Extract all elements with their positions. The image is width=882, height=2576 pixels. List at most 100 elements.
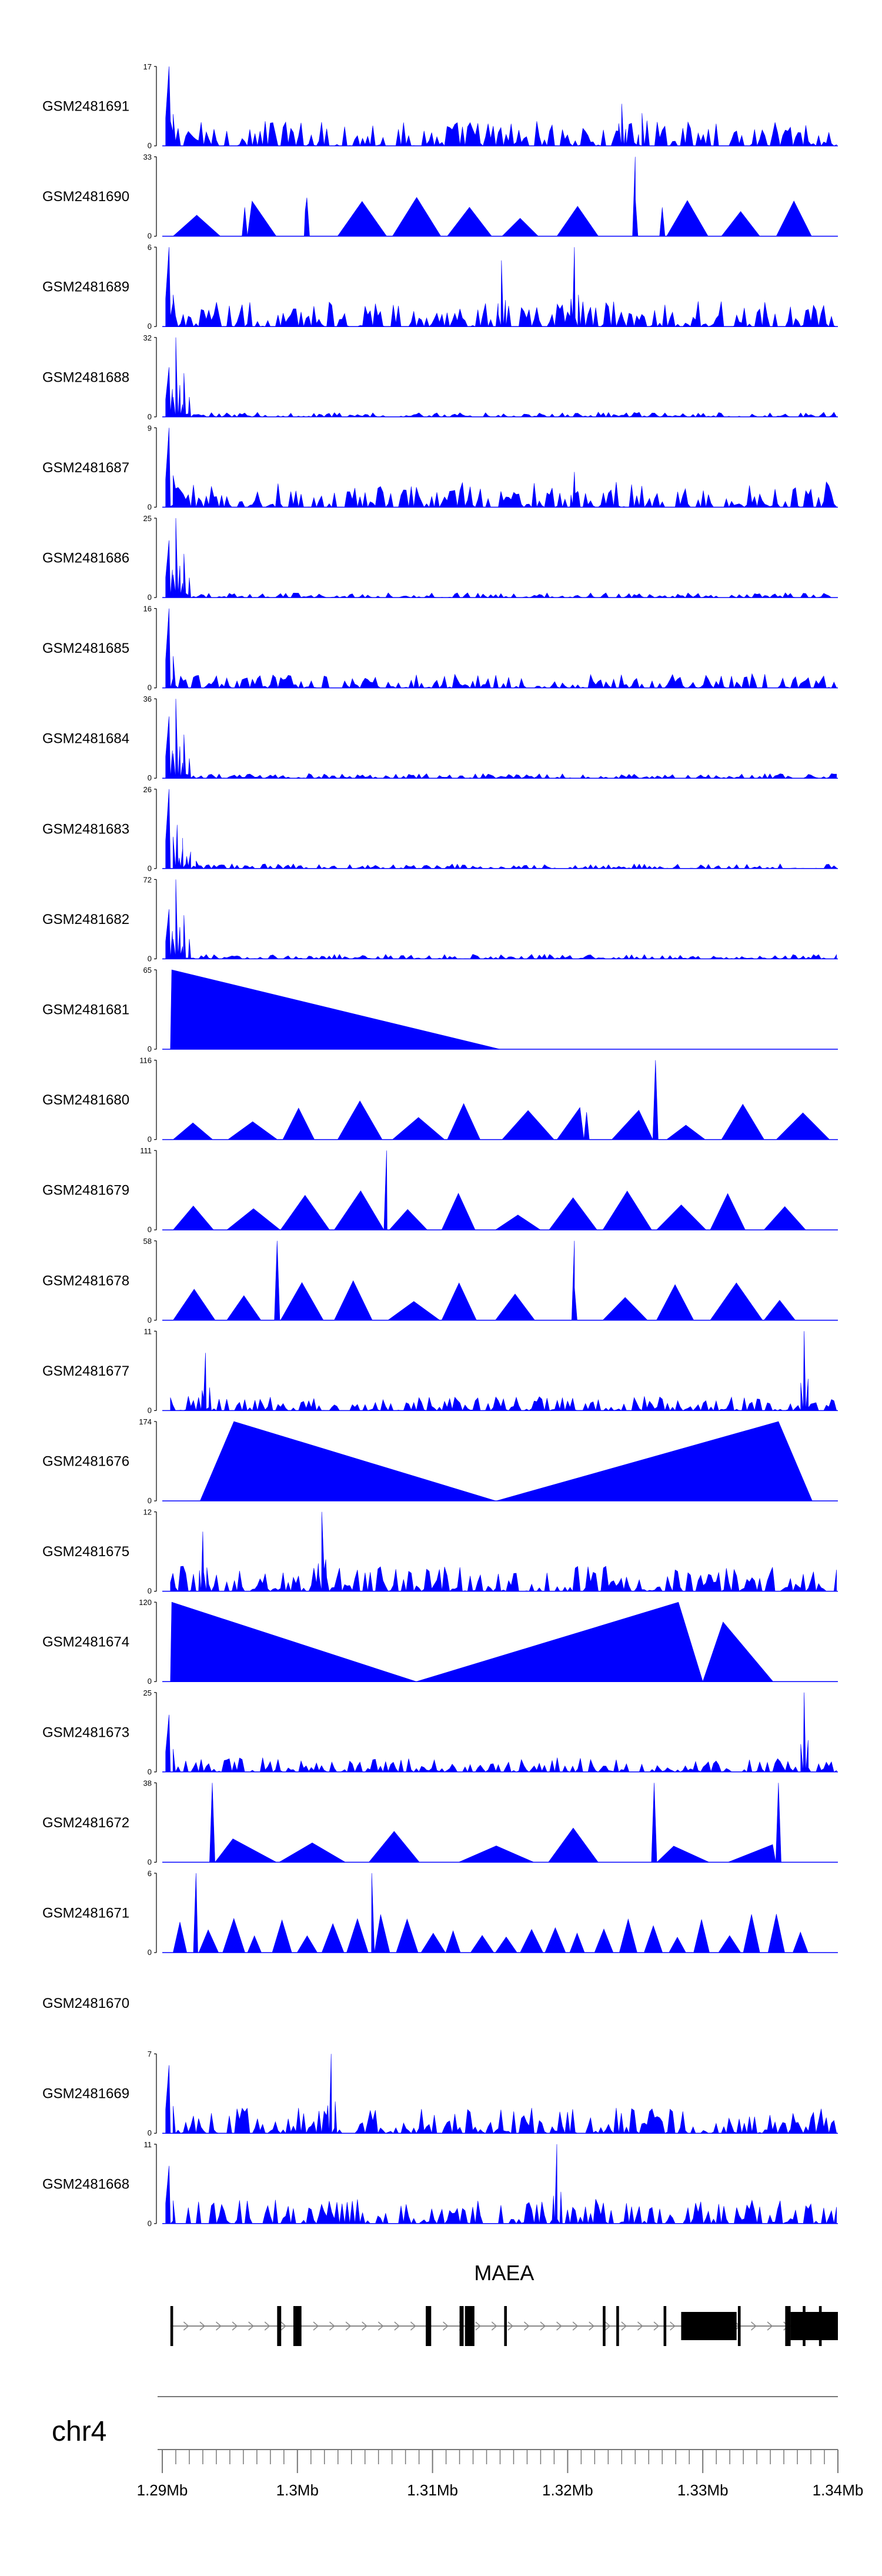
track-gsm2481674: GSM2481674 120 0 [42, 1598, 838, 1686]
strand-arrow [751, 2321, 757, 2331]
y-tick-min: 0 [148, 683, 152, 692]
y-tick-max: 9 [148, 423, 152, 432]
strand-arrow [653, 2321, 660, 2331]
strand-arrow [394, 2321, 400, 2331]
y-tick-min: 0 [148, 141, 152, 150]
signal-area [189, 1783, 818, 1863]
signal-area [165, 879, 837, 960]
track-gsm2481673: GSM2481673 25 0 [42, 1689, 838, 1776]
genome-axis: chr4 1.29Mb 1.3Mb 1.31Mb 1.32Mb 1.33Mb 1.34Mb [52, 2396, 864, 2499]
y-tick-max: 7 [148, 2050, 152, 2058]
track-label: GSM2481681 [42, 1002, 129, 1018]
track-gsm2481689: GSM2481689 6 0 [42, 243, 838, 331]
track-label: GSM2481674 [42, 1634, 129, 1650]
strand-arrow [345, 2321, 352, 2331]
track-label: GSM2481671 [42, 1906, 129, 1921]
track-label: GSM2481677 [42, 1363, 129, 1379]
track-gsm2481669: GSM2481669 7 0 [42, 2050, 838, 2137]
y-tick-max: 174 [139, 1417, 152, 1426]
y-tick-min: 0 [148, 502, 152, 511]
exon [785, 2306, 791, 2346]
signal-area [165, 337, 837, 418]
track-label: GSM2481690 [42, 189, 129, 205]
x-tick-label: 1.29Mb [137, 2481, 188, 2499]
track-gsm2481684: GSM2481684 36 0 [42, 695, 838, 782]
y-tick-min: 0 [148, 1406, 152, 1414]
strand-arrow [767, 2321, 773, 2331]
y-tick-min: 0 [148, 1677, 152, 1686]
y-tick-min: 0 [148, 1225, 152, 1234]
signal-area [170, 1511, 837, 1592]
track-label: GSM2481673 [42, 1724, 129, 1740]
signal-area [172, 1060, 831, 1140]
strand-arrow [443, 2321, 449, 2331]
exon [603, 2306, 606, 2346]
track-gsm2481677: GSM2481677 11 0 [42, 1327, 838, 1414]
strand-arrow [199, 2321, 206, 2331]
track-gsm2481672: GSM2481672 38 0 [42, 1778, 838, 1866]
track-gsm2481682: GSM2481682 72 0 [42, 875, 838, 963]
track-label: GSM2481683 [42, 821, 129, 837]
track-gsm2481687: GSM2481687 9 0 [42, 423, 838, 511]
y-tick-max: 120 [139, 1598, 152, 1607]
track-gsm2481671: GSM2481671 6 0 [42, 1869, 838, 1957]
track-label: GSM2481685 [42, 640, 129, 656]
y-tick-max: 11 [144, 2140, 152, 2149]
exon [459, 2306, 464, 2346]
gene-model: MAEA [170, 2261, 838, 2346]
y-tick-max: 26 [143, 785, 152, 794]
signal-area [172, 156, 831, 236]
track-gsm2481680: GSM2481680 116 0 [42, 1056, 838, 1144]
track-gsm2481668: GSM2481668 11 0 [42, 2140, 838, 2228]
signal-area [172, 1150, 818, 1231]
exon [293, 2306, 302, 2346]
y-tick-min: 0 [148, 593, 152, 602]
y-tick-min: 0 [148, 1948, 152, 1957]
track-label: GSM2481686 [42, 550, 129, 566]
strand-arrow [232, 2321, 238, 2331]
track-gsm2481691: GSM2481691 17 0 [42, 62, 838, 150]
exon [426, 2306, 432, 2346]
track-label: GSM2481691 [42, 99, 129, 115]
track-gsm2481690: GSM2481690 33 0 [42, 153, 838, 241]
strand-arrow [313, 2321, 319, 2331]
signal-area [170, 1601, 774, 1683]
track-gsm2481685: GSM2481685 16 0 [42, 605, 838, 692]
strand-arrow [604, 2321, 611, 2331]
track-label: GSM2481680 [42, 1092, 129, 1108]
exon [504, 2306, 507, 2346]
x-tick-label: 1.34Mb [813, 2481, 864, 2499]
y-tick-min: 0 [148, 1767, 152, 1776]
track-label: GSM2481684 [42, 731, 129, 747]
y-tick-max: 25 [143, 514, 152, 523]
signal-area [165, 428, 837, 508]
signal-area [170, 969, 500, 1050]
track-label: GSM2481669 [42, 2086, 129, 2102]
track-label: GSM2481687 [42, 460, 129, 476]
strand-arrow [621, 2321, 627, 2331]
exon [790, 2312, 838, 2340]
strand-arrow [572, 2321, 579, 2331]
gene-name: MAEA [474, 2261, 534, 2285]
track-label: GSM2481672 [42, 1815, 129, 1831]
signal-area [165, 699, 837, 779]
y-tick-max: 111 [140, 1146, 152, 1155]
y-tick-max: 6 [148, 1869, 152, 1878]
y-tick-max: 33 [143, 153, 152, 162]
strand-arrow [475, 2321, 481, 2331]
exon [818, 2306, 822, 2346]
y-tick-max: 58 [143, 1237, 152, 1246]
signal-area [165, 789, 837, 869]
track-label: GSM2481689 [42, 279, 129, 295]
chromosome-label: chr4 [52, 2416, 106, 2447]
track-gsm2481683: GSM2481683 26 0 [42, 785, 838, 873]
strand-arrow [264, 2321, 270, 2331]
track-label: GSM2481675 [42, 1544, 129, 1560]
signal-area [165, 2144, 837, 2224]
y-tick-max: 36 [143, 695, 152, 703]
track-label: GSM2481678 [42, 1273, 129, 1289]
strand-arrow [362, 2321, 368, 2331]
strand-arrow [280, 2321, 286, 2331]
y-tick-max: 17 [143, 62, 152, 71]
signal-area [165, 2054, 837, 2134]
